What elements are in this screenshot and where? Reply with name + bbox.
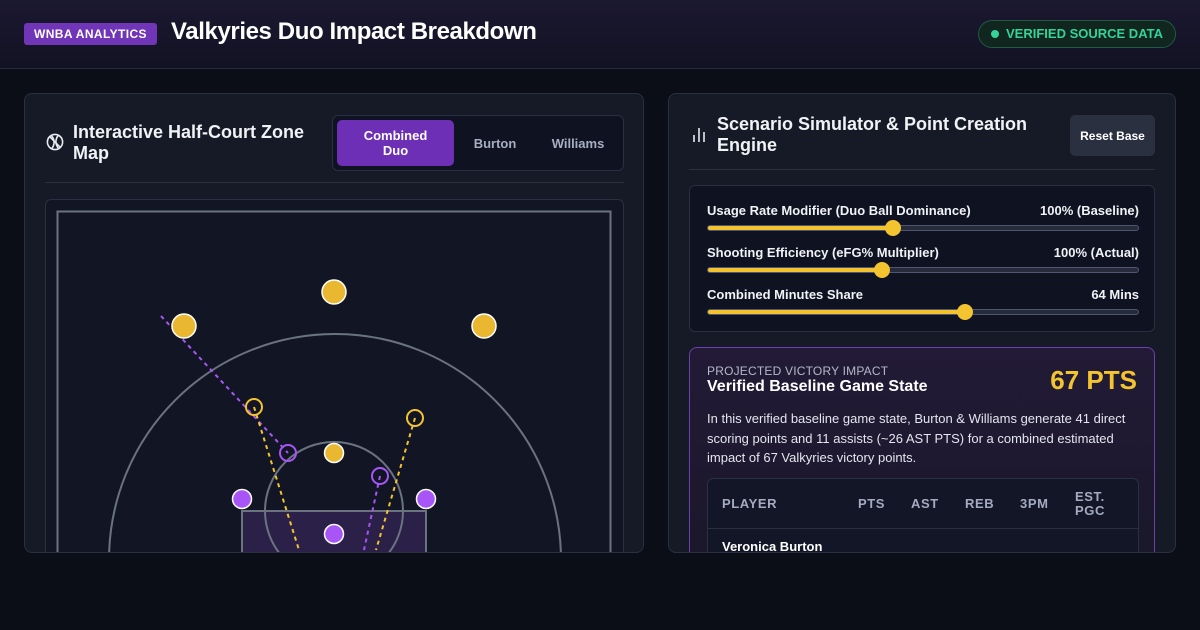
slider-track[interactable] [707,304,1139,320]
impact-description: In this verified baseline game state, Bu… [707,411,1126,465]
burton-pass-line [375,417,416,551]
usage-rate-slider: Usage Rate Modifier (Duo Ball Dominance)… [707,203,1139,236]
burton-shot-zone[interactable] [171,313,197,339]
williams-assist-marker[interactable] [371,467,389,485]
column-header-reb[interactable]: REB [965,496,995,511]
burton-assist-marker[interactable] [245,398,263,416]
tab-burton[interactable]: Burton [473,135,517,151]
table-row-player-name: Veronica Burton [722,539,823,553]
burton-pass-line [253,406,300,551]
slider-fill [708,268,883,272]
table-header-row: PLAYER PTS AST REB 3PM EST. PGC [708,479,1138,529]
brand-badge: WNBA ANALYTICS [24,23,157,45]
simulator-title: Scenario Simulator & Point Creation Engi… [717,114,1028,155]
slider-label: Combined Minutes Share [707,287,864,302]
williams-shot-zone[interactable] [231,488,253,510]
slider-label: Shooting Efficiency (eFG% Multiplier) [707,245,939,260]
tab-combined-duo[interactable]: Combined Duo [337,120,454,166]
slider-fill [708,310,965,314]
court-svg [56,210,612,552]
victory-impact-card: PROJECTED VICTORY IMPACT Verified Baseli… [689,347,1155,553]
simulator-panel: Scenario Simulator & Point Creation Engi… [668,93,1176,553]
shooting-efficiency-slider: Shooting Efficiency (eFG% Multiplier) 10… [707,245,1139,278]
slider-group: Usage Rate Modifier (Duo Ball Dominance)… [689,185,1155,332]
tab-williams[interactable]: Williams [551,135,605,151]
top-header: WNBA ANALYTICS Valkyries Duo Impact Brea… [0,0,1200,69]
column-header-est-pgc[interactable]: EST. PGC [1075,489,1105,518]
column-header-pts[interactable]: PTS [858,496,886,511]
burton-shot-zone[interactable] [323,442,345,464]
verified-label: VERIFIED SOURCE DATA [1006,26,1163,41]
free-throw-circle [264,441,404,552]
impact-kicker: PROJECTED VICTORY IMPACT [707,364,889,378]
williams-shot-zone[interactable] [415,488,437,510]
court-boundary [56,210,612,552]
slider-thumb[interactable] [874,262,891,278]
slider-value: 100% (Actual) [1053,245,1139,260]
slider-value: 100% (Baseline) [1040,203,1139,218]
impact-points: 67 PTS [1050,365,1137,395]
simulator-divider [689,169,1155,170]
williams-shot-zone[interactable] [323,523,345,545]
verified-source-badge: VERIFIED SOURCE DATA [978,20,1176,48]
page-title: Valkyries Duo Impact Breakdown [171,18,537,45]
minutes-share-slider: Combined Minutes Share 64 Mins [707,287,1139,320]
slider-label: Usage Rate Modifier (Duo Ball Dominance) [707,203,971,218]
column-header-ast[interactable]: AST [911,496,939,511]
williams-pass-line [160,315,289,454]
slider-value: 64 Mins [1091,287,1139,302]
column-header-player[interactable]: PLAYER [722,496,778,511]
slider-thumb[interactable] [884,220,901,236]
status-dot-icon [991,30,1000,38]
zone-map-divider [45,182,624,183]
three-point-arc [108,333,562,552]
slider-track[interactable] [707,262,1139,278]
impact-title: Verified Baseline Game State [707,378,928,395]
zone-map-panel: Interactive Half-Court Zone Map Combined… [24,93,644,553]
player-filter-tabs: Combined Duo Burton Williams [332,115,624,171]
half-court-map[interactable] [45,199,624,552]
zone-map-title: Interactive Half-Court Zone Map [73,122,305,163]
basketball-icon [46,133,64,151]
williams-assist-marker[interactable] [279,444,297,462]
reset-base-button[interactable]: Reset Base [1070,115,1155,156]
slider-track[interactable] [707,220,1139,236]
burton-shot-zone[interactable] [321,279,347,305]
column-header-3pm[interactable]: 3PM [1020,496,1049,511]
bar-chart-icon [693,128,705,142]
burton-shot-zone[interactable] [471,313,497,339]
burton-assist-marker[interactable] [406,409,424,427]
slider-thumb[interactable] [956,304,973,320]
slider-fill [708,226,893,230]
player-stats-table: PLAYER PTS AST REB 3PM EST. PGC Veronica… [707,478,1139,553]
